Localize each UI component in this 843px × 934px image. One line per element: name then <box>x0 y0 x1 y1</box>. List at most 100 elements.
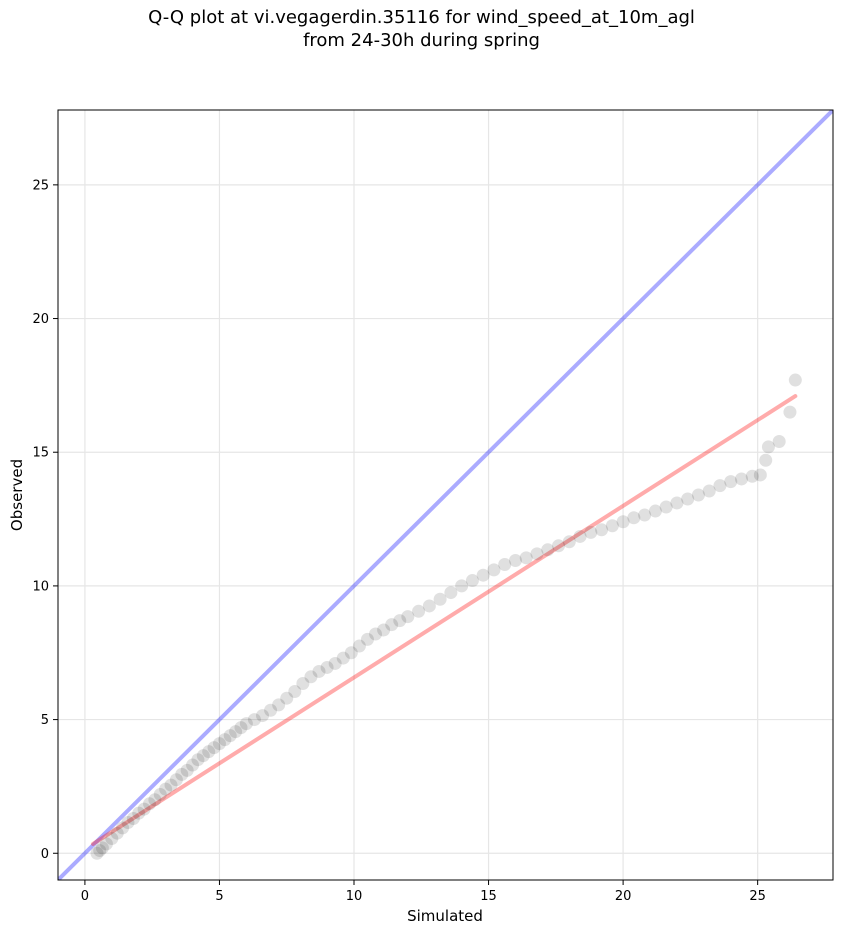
qq-point <box>191 753 205 767</box>
qq-point <box>772 435 786 449</box>
qq-point <box>670 496 684 510</box>
qq-point <box>530 547 544 561</box>
qq-point <box>126 812 140 826</box>
x-tick-label: 25 <box>749 889 766 904</box>
qq-point <box>223 729 237 743</box>
qq-point <box>169 773 183 787</box>
qq-point <box>735 472 749 486</box>
qq-point <box>99 837 113 851</box>
chart-title-block: Q-Q plot at vi.vegagerdin.35116 for wind… <box>0 6 843 52</box>
qq-point <box>627 511 641 525</box>
qq-point <box>352 639 366 653</box>
chart-title: Q-Q plot at vi.vegagerdin.35116 for wind… <box>148 7 695 28</box>
qq-point <box>90 846 104 860</box>
x-tick-label: 20 <box>615 889 632 904</box>
qq-point <box>519 551 533 565</box>
qq-point <box>377 623 391 637</box>
qq-point <box>239 717 253 731</box>
qq-point <box>788 373 802 387</box>
qq-point <box>180 763 194 777</box>
qq-point <box>616 515 630 529</box>
chart-subtitle: from 24-30h during spring <box>303 30 540 51</box>
qq-point <box>212 737 226 751</box>
qq-point <box>393 614 407 628</box>
qq-point <box>272 698 286 712</box>
grid-lines <box>58 110 833 880</box>
plot-area <box>58 110 833 880</box>
qq-point <box>234 721 248 735</box>
qq-point <box>328 656 342 670</box>
qq-point <box>110 826 124 840</box>
y-axis-label: Observed <box>8 459 26 531</box>
plot-frame <box>57 109 834 881</box>
qq-point <box>385 618 399 632</box>
qq-point <box>344 646 358 660</box>
qq-point <box>691 488 705 502</box>
qq-point <box>759 453 773 467</box>
y-tick-label: 25 <box>32 178 49 193</box>
qq-point <box>508 554 522 568</box>
qq-point <box>702 484 716 498</box>
qq-point <box>105 832 119 846</box>
qq-point <box>498 558 512 572</box>
qq-point <box>164 778 178 792</box>
qq-point <box>116 821 130 835</box>
qq-point <box>159 782 173 796</box>
qq-point <box>412 604 426 618</box>
qq-point <box>247 713 261 727</box>
qq-point <box>487 563 501 577</box>
y-tick-label: 20 <box>32 312 49 327</box>
qq-point <box>465 574 479 588</box>
x-tick-label: 5 <box>215 889 223 904</box>
qq-point <box>202 745 216 759</box>
qq-point <box>401 610 415 624</box>
qq-point <box>584 525 598 539</box>
qq-point <box>648 504 662 518</box>
qq-point <box>369 627 383 641</box>
qq-point <box>562 535 576 549</box>
qq-point <box>280 691 294 705</box>
qq-point <box>320 660 334 674</box>
qq-point <box>142 797 156 811</box>
qq-point <box>304 670 318 684</box>
qq-point <box>186 758 200 772</box>
x-axis-label: Simulated <box>407 907 483 925</box>
qq-point <box>95 841 109 855</box>
qq-point <box>137 802 151 816</box>
qq-point <box>422 599 436 613</box>
qq-point <box>541 543 555 557</box>
qq-point <box>753 468 767 482</box>
qq-point <box>148 793 162 807</box>
qq-point <box>476 568 490 582</box>
y-tick-label: 5 <box>41 713 49 728</box>
qq-point <box>312 664 326 678</box>
qq-point <box>288 685 302 699</box>
qq-point <box>218 733 232 747</box>
qq-point <box>761 440 775 454</box>
qq-point <box>93 844 107 858</box>
qq-point <box>360 632 374 646</box>
fit-line <box>90 394 798 846</box>
qq-point <box>552 539 566 553</box>
qq-point <box>264 703 278 717</box>
y-tick-label: 10 <box>32 579 49 594</box>
qq-point <box>745 469 759 483</box>
y-tick-label: 15 <box>32 446 49 461</box>
qq-point <box>444 586 458 600</box>
qq-point <box>681 492 695 506</box>
axis-ticks: 0 5 10 15 20 25 0 5 10 15 20 25 <box>32 178 765 904</box>
qq-point <box>724 475 738 489</box>
qq-point <box>196 749 210 763</box>
qq-point <box>175 767 189 781</box>
qq-point <box>121 816 135 830</box>
qq-point <box>713 479 727 493</box>
y-tick-label: 0 <box>41 847 49 862</box>
qq-point <box>153 787 167 801</box>
x-tick-label: 15 <box>480 889 497 904</box>
qq-point <box>256 709 270 723</box>
qq-point <box>638 508 652 522</box>
qq-point <box>433 592 447 606</box>
identity-line <box>58 110 833 880</box>
qq-point <box>336 651 350 665</box>
